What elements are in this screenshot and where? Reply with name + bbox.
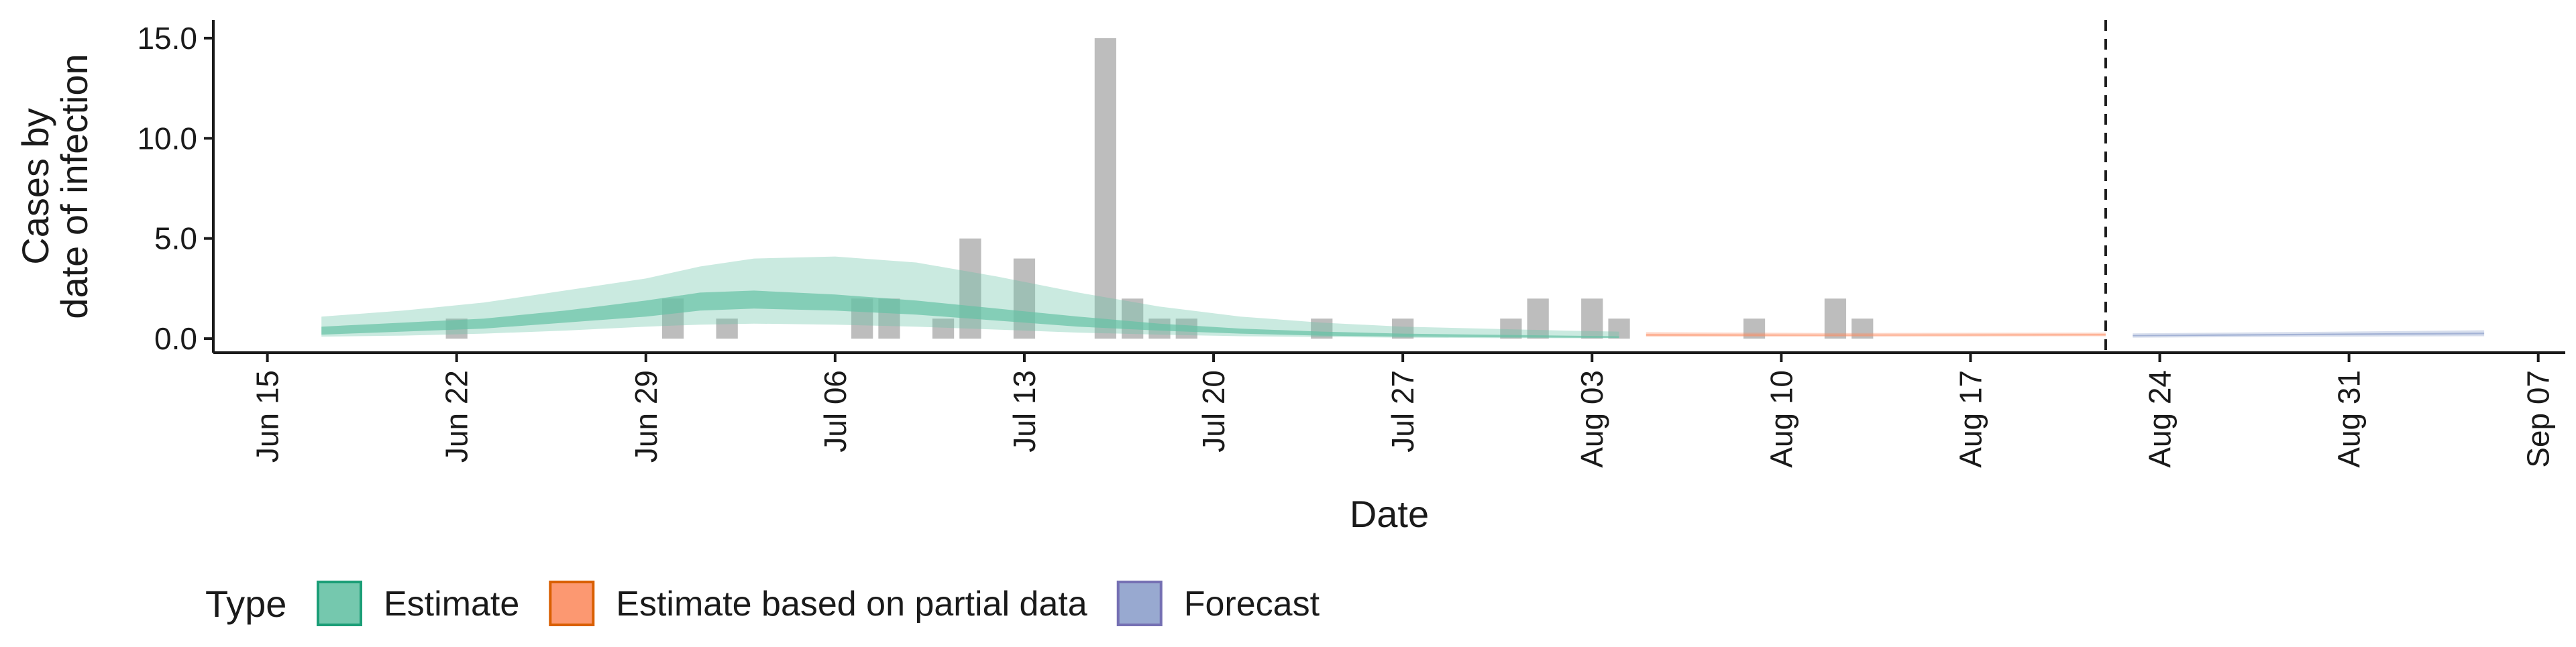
y-axis-title-line: Cases by [14,108,56,264]
observed-case-bar [1581,298,1603,339]
observed-case-bar [932,318,955,339]
y-tick-label: 10.0 [137,121,197,156]
x-tick-label: Jul 27 [1385,370,1420,453]
observed-case-bar [959,238,981,339]
x-tick-label: Jun 22 [439,370,474,463]
y-tick-label: 15.0 [137,21,197,56]
x-tick-label: Aug 24 [2143,370,2178,468]
axes: 0.0 5.0 10.0 15.0 Jun 15 Jun 22 Jun 29 Jul 06 Ju… [14,20,2565,535]
plot-area [321,20,2485,353]
x-tick-label: Jun 15 [250,370,285,463]
ribbon-90-estimate [321,256,1619,339]
ribbon-50-estimate-based-on-partial-data [1646,334,2106,336]
observed-case-bar [716,318,738,339]
observed-case-bar [1013,258,1036,339]
x-tick-label: Aug 17 [1953,370,1988,468]
x-tick-label: Jul 13 [1007,370,1042,453]
observed-case-bar [1094,38,1116,339]
y-tick-label: 0.0 [154,321,197,356]
x-tick-label: Aug 03 [1574,370,1609,468]
y-tick-label: 5.0 [154,221,197,256]
legend-label: Estimate based on partial data [616,585,1087,624]
observed-case-bar [1527,298,1549,339]
ribbon-50-forecast [2133,333,2485,337]
legend-swatch [1116,581,1163,626]
legend-label: Estimate [384,585,519,624]
x-tick-label: Jul 20 [1196,370,1231,453]
legend-swatch [317,581,362,626]
x-axis-title: Date [1350,493,1429,535]
observed-case-bar [1824,298,1847,339]
x-tick-label: Jul 06 [818,370,853,453]
legend-title: Type [205,583,286,625]
x-tick-label: Sep 07 [2521,370,2556,468]
x-tick-label: Aug 10 [1764,370,1799,468]
observed-case-bar [1122,298,1144,339]
legend-label: Forecast [1184,585,1320,624]
y-axis-title-line: date of infection [53,54,95,318]
legend-swatch [549,581,595,626]
observed-case-bar [1608,318,1630,339]
x-tick-label: Aug 31 [2332,370,2367,468]
x-tick-label: Jun 29 [629,370,663,463]
legend: Type Estimate Estimate based on partial da… [205,581,1320,626]
ribbon-50-estimate [321,290,1619,338]
